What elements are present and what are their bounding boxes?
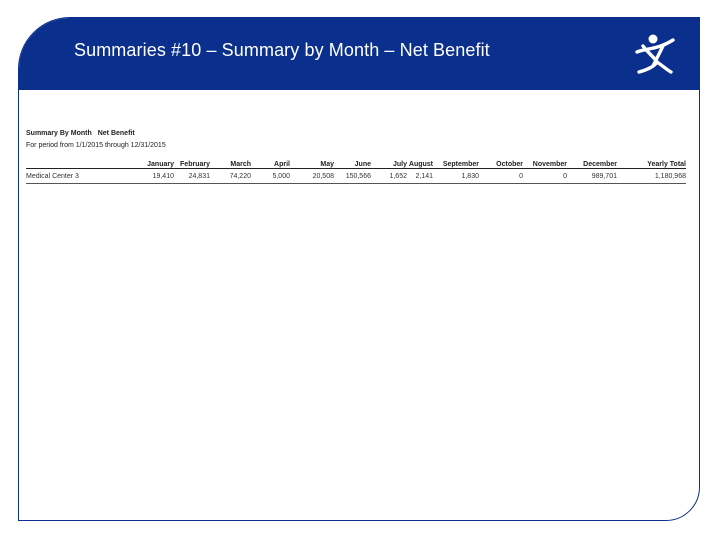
summary-table: January February March April May June Ju… — [26, 156, 686, 184]
report-heading-sub: Net Benefit — [97, 130, 135, 137]
column-header: May — [290, 156, 334, 169]
column-header: Yearly Total — [617, 156, 686, 169]
column-header: March — [210, 156, 251, 169]
table-cell: 989,701 — [567, 168, 617, 184]
report-period: For period from 1/1/2015 through 12/31/2… — [26, 142, 166, 149]
column-header: September — [433, 156, 479, 169]
table-header-row: January February March April May June Ju… — [26, 156, 686, 169]
table-cell: 74,220 — [210, 168, 251, 184]
report-heading-title: Summary By Month — [26, 130, 92, 137]
table-cell: 19,410 — [138, 168, 174, 184]
column-header: November — [523, 156, 567, 169]
table-row: Medical Center 3 19,410 24,831 74,220 5,… — [26, 168, 686, 184]
column-header: January — [138, 156, 174, 169]
slide-title: Summaries #10 – Summary by Month – Net B… — [74, 40, 490, 60]
column-header: December — [567, 156, 617, 169]
table-cell: 1,180,968 — [617, 168, 686, 184]
table-cell: 20,508 — [290, 168, 334, 184]
table-cell: 2,141 — [407, 168, 433, 184]
column-header: August — [407, 156, 433, 169]
column-header: June — [334, 156, 371, 169]
table-cell: 1,830 — [433, 168, 479, 184]
column-header: April — [251, 156, 290, 169]
column-header — [26, 156, 138, 169]
column-header: July — [371, 156, 407, 169]
stick-figure-logo-icon — [635, 34, 675, 74]
slide-header: Summaries #10 – Summary by Month – Net B… — [19, 18, 699, 90]
table-cell: 24,831 — [174, 168, 210, 184]
slide-frame: Summaries #10 – Summary by Month – Net B… — [18, 17, 700, 521]
column-header: February — [174, 156, 210, 169]
table-cell: 0 — [479, 168, 523, 184]
report-heading: Summary By Month Net Benefit — [26, 128, 686, 140]
table-cell: 1,652 — [371, 168, 407, 184]
table-cell: 150,566 — [334, 168, 371, 184]
report: Summary By Month Net Benefit For period f… — [26, 128, 686, 184]
row-label: Medical Center 3 — [26, 168, 138, 184]
table-cell: 0 — [523, 168, 567, 184]
column-header: October — [479, 156, 523, 169]
table-cell: 5,000 — [251, 168, 290, 184]
